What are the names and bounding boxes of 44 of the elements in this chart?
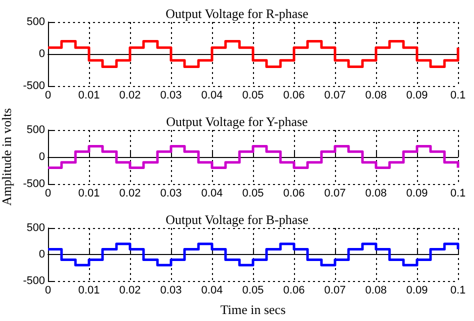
x-tick-label: 0.07: [324, 284, 346, 296]
x-tick-label: 0.02: [119, 90, 141, 102]
x-tick-label: 0.08: [365, 90, 387, 102]
x-tick-label: 0.07: [324, 188, 346, 200]
x-tick-label: 0.05: [242, 90, 264, 102]
x-tick-label: 0.06: [283, 188, 305, 200]
y-tick-label: 500: [26, 222, 45, 234]
x-tick-label: 0.1: [450, 284, 466, 296]
x-tick-label: 0.05: [242, 284, 264, 296]
x-tick-label: 0.09: [406, 188, 428, 200]
x-tick-label: 0.02: [119, 188, 141, 200]
x-tick-label: 0.03: [160, 284, 182, 296]
x-tick-label: 0.06: [283, 284, 305, 296]
x-tick-label: 0.02: [119, 284, 141, 296]
x-tick-label: 0.1: [450, 188, 466, 200]
x-tick-label: 0.04: [201, 284, 223, 296]
x-tick-label: 0.07: [324, 90, 346, 102]
x-tick-label: 0.01: [78, 90, 100, 102]
y-tick-label: 0: [38, 48, 45, 60]
x-tick-label: 0.1: [450, 90, 466, 102]
x-tick-label: 0.04: [201, 90, 223, 102]
y-tick-label: 500: [26, 124, 45, 136]
chart-title: Output Voltage for R-phase: [166, 6, 309, 21]
x-tick-label: 0.06: [283, 90, 305, 102]
y-tick-label: -500: [22, 80, 45, 92]
x-tick-label: 0.09: [406, 284, 428, 296]
y-tick-label: -500: [22, 275, 45, 287]
chart-title: Output Voltage for Y-phase: [166, 114, 308, 129]
x-tick-label: 0.01: [78, 188, 100, 200]
x-tick-label: 0.04: [201, 188, 223, 200]
x-tick-label: 0.03: [160, 188, 182, 200]
y-tick-label: 0: [38, 151, 45, 163]
y-tick-label: -500: [22, 178, 45, 190]
x-tick-label: 0.09: [406, 90, 428, 102]
y-tick-label: 0: [38, 248, 45, 260]
x-tick-label: 0.05: [242, 188, 264, 200]
chart-title: Output Voltage for B-phase: [166, 212, 309, 227]
x-tick-label: 0.08: [365, 188, 387, 200]
x-tick-label: 0.01: [78, 284, 100, 296]
y-axis-title: Amplitude in volts: [0, 108, 14, 206]
y-tick-label: 500: [26, 16, 45, 28]
x-axis-title: Time in secs: [220, 302, 286, 317]
x-tick-label: 0.03: [160, 90, 182, 102]
x-tick-label: 0.08: [365, 284, 387, 296]
